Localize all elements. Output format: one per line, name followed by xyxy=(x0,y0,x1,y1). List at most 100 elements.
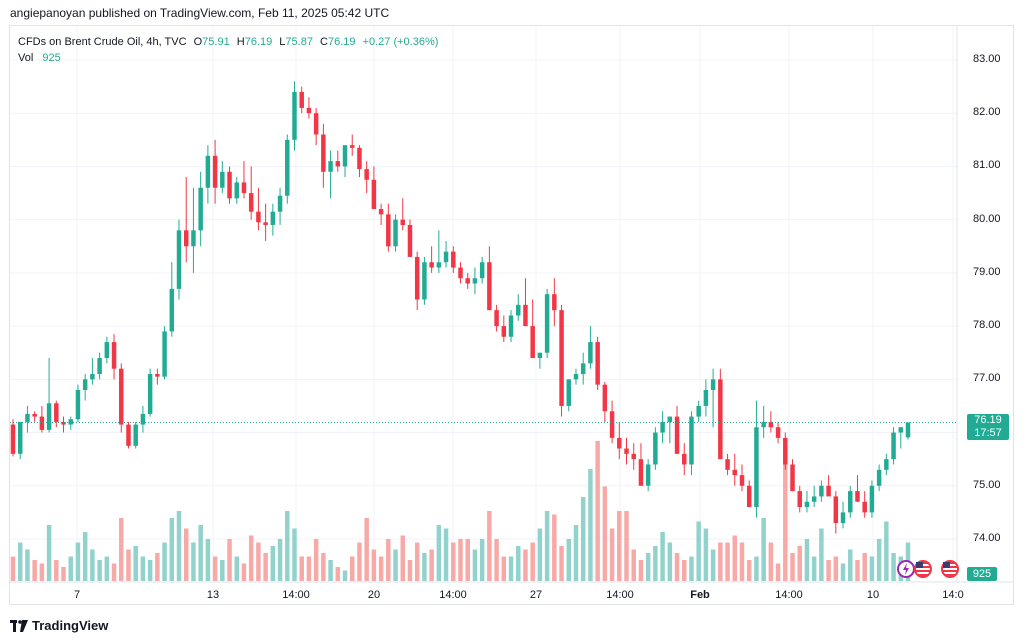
volume-bar xyxy=(140,556,146,581)
volume-bar xyxy=(299,556,304,581)
volume-bar xyxy=(285,511,290,581)
candle-body xyxy=(732,469,738,476)
candle xyxy=(472,267,478,295)
chart-frame xyxy=(9,25,1014,605)
volume-bar xyxy=(306,556,312,581)
candle-body xyxy=(653,432,658,465)
volume-bar xyxy=(739,542,745,581)
open-label: O xyxy=(193,36,203,48)
footer-brand[interactable]: TradingView xyxy=(32,618,109,633)
volume-bar xyxy=(256,542,261,581)
candle-body xyxy=(400,219,405,225)
volume-bar xyxy=(191,542,196,581)
candle-body xyxy=(155,374,160,377)
volume-bar xyxy=(689,556,694,581)
candle xyxy=(61,416,66,433)
time-tick-label: 14:00 xyxy=(439,589,467,601)
publisher-line: angiepanoyan published on TradingView.co… xyxy=(10,6,390,20)
candle-body xyxy=(508,315,514,337)
candle xyxy=(819,480,824,502)
candle xyxy=(884,453,889,476)
volume-bar xyxy=(104,556,110,581)
high-label: H xyxy=(236,36,245,48)
candle xyxy=(710,368,716,428)
volume-bar xyxy=(205,539,211,581)
candle xyxy=(595,336,600,390)
candle-body xyxy=(371,179,377,210)
volume-bar xyxy=(17,542,23,581)
candle-body xyxy=(378,209,384,215)
candlestick-chart[interactable] xyxy=(10,26,1014,606)
candle-body xyxy=(472,278,478,284)
candle-body xyxy=(25,413,30,422)
candle xyxy=(732,453,738,486)
volume-bar xyxy=(111,563,117,581)
current-price-tag: 76.19 17:57 xyxy=(967,414,1009,441)
candle xyxy=(523,278,528,327)
volume-bar xyxy=(761,518,766,581)
volume-bar xyxy=(804,539,810,581)
volume-bar xyxy=(10,556,16,581)
candle xyxy=(299,86,304,114)
volume-bar xyxy=(508,556,514,581)
candle-body xyxy=(212,155,218,188)
volume-label[interactable]: Vol xyxy=(18,52,34,64)
time-tick-label: 27 xyxy=(529,589,543,601)
volume-bar xyxy=(725,542,730,581)
volume-bar xyxy=(176,511,182,581)
candle xyxy=(82,374,88,401)
candle-body xyxy=(905,422,911,438)
volume-bar xyxy=(321,553,326,581)
candle-body xyxy=(270,211,276,225)
candle-body xyxy=(479,262,485,279)
candle-body xyxy=(580,363,586,375)
volume-bar xyxy=(588,469,593,581)
candle-body xyxy=(898,427,904,433)
candle-body xyxy=(82,379,88,390)
volume-bar xyxy=(840,563,846,581)
volume-bar xyxy=(407,560,413,581)
candle-body xyxy=(617,437,622,449)
candle-body xyxy=(775,427,781,438)
candle-body xyxy=(667,416,673,422)
candle xyxy=(840,501,846,529)
volume-bar xyxy=(537,528,543,581)
volume-bar xyxy=(61,567,66,581)
time-tick-label: 10 xyxy=(866,589,880,601)
candle xyxy=(400,198,405,231)
candle-body xyxy=(645,464,651,486)
volume-bar xyxy=(386,539,391,581)
candle xyxy=(479,256,485,284)
candle-body xyxy=(407,224,413,257)
time-tick-label: 7 xyxy=(73,589,81,601)
volume-bar xyxy=(768,542,774,581)
volume-bar xyxy=(169,518,175,581)
volume-bar xyxy=(516,546,521,581)
candle-body xyxy=(797,491,802,508)
candle xyxy=(725,453,730,476)
candle xyxy=(357,145,362,178)
symbol-label[interactable]: CFDs on Brent Crude Oil, 4h, TVC xyxy=(18,36,187,48)
candle-body xyxy=(804,501,810,508)
volume-bar xyxy=(884,521,889,581)
candle-body xyxy=(357,147,362,170)
candle xyxy=(111,334,117,380)
volume-value: 925 xyxy=(42,52,61,64)
us-flag-icon[interactable] xyxy=(914,560,932,578)
candle xyxy=(703,379,709,417)
volume-bar xyxy=(234,556,239,581)
candle xyxy=(855,475,860,502)
candle xyxy=(292,81,297,151)
us-flag-icon[interactable] xyxy=(941,560,959,578)
dividend-icon[interactable] xyxy=(897,560,915,578)
volume-bar xyxy=(710,549,716,581)
candle xyxy=(682,443,687,476)
candle xyxy=(306,97,312,119)
candle xyxy=(804,491,810,513)
candle xyxy=(465,272,470,289)
time-tick-label: 14:00 xyxy=(282,589,310,601)
candle xyxy=(653,427,658,470)
candle-body xyxy=(422,262,427,300)
candle-body xyxy=(552,294,557,311)
candle xyxy=(328,150,333,199)
